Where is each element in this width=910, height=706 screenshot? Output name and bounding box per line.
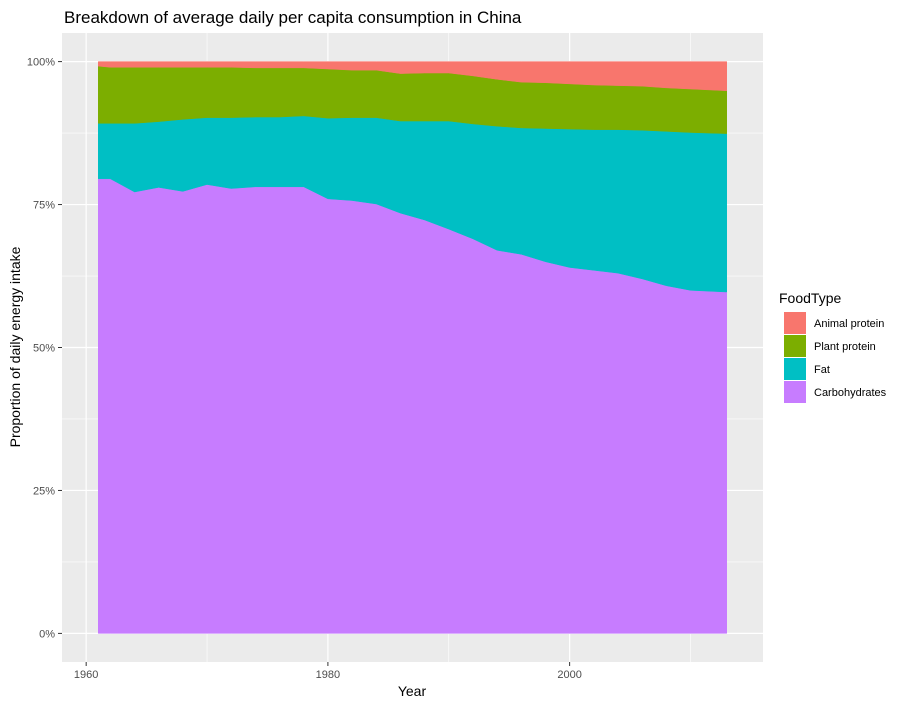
legend-label-animal-protein: Animal protein xyxy=(814,318,884,330)
x-axis: 1960 1980 2000 xyxy=(74,662,582,681)
legend-title: FoodType xyxy=(779,290,841,306)
y-tick-label: 75% xyxy=(33,200,55,212)
y-axis-title: Proportion of daily energy intake xyxy=(7,246,23,447)
y-tick-label: 100% xyxy=(27,57,55,69)
y-tick-label: 25% xyxy=(33,485,55,497)
x-tick-label: 1960 xyxy=(74,669,98,681)
legend: FoodType Animal protein Plant protein Fat C… xyxy=(779,290,887,403)
legend-label-carbohydrates: Carbohydrates xyxy=(814,387,887,399)
y-tick-label: 50% xyxy=(33,343,55,355)
x-tick-label: 2000 xyxy=(557,669,581,681)
area-animal-protein xyxy=(98,61,727,92)
area-series-group xyxy=(98,61,727,634)
legend-label-plant-protein: Plant protein xyxy=(814,341,876,353)
legend-label-fat: Fat xyxy=(814,364,830,376)
legend-key-plant-protein xyxy=(784,335,806,357)
legend-key-animal-protein xyxy=(784,312,806,334)
x-tick-label: 1980 xyxy=(316,669,340,681)
chart-title: Breakdown of average daily per capita co… xyxy=(64,8,522,27)
y-tick-label: 0% xyxy=(39,628,55,640)
y-axis: 0% 25% 50% 75% 100% xyxy=(27,57,62,640)
legend-key-fat xyxy=(784,358,806,380)
legend-key-carbohydrates xyxy=(784,381,806,403)
x-axis-title: Year xyxy=(398,683,427,699)
